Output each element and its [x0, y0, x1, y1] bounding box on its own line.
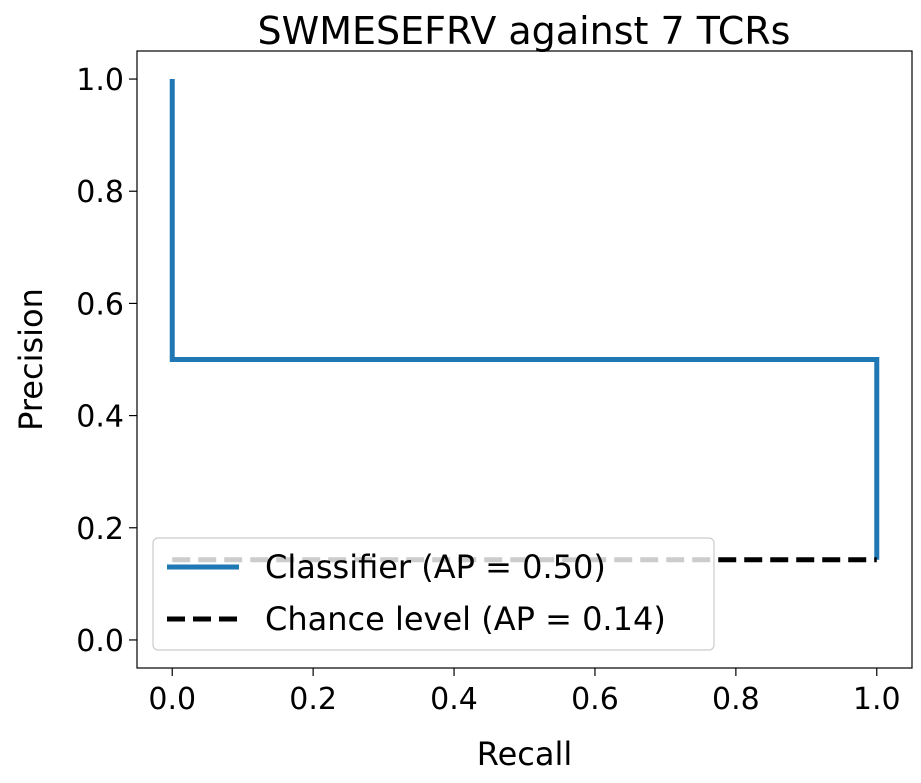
y-tick-label: 0.2: [76, 512, 124, 547]
y-axis-label: Precision: [12, 288, 50, 431]
y-tick-label: 0.4: [76, 400, 124, 435]
axes-frame: [136, 50, 913, 669]
classifier-series-line: [169, 79, 880, 560]
x-tick-label: 1.0: [853, 682, 901, 717]
legend-box: [152, 537, 715, 651]
y-tick-label: 1.0: [76, 63, 124, 98]
x-axis: 0.0 0.2 0.4 0.6 0.8 1.0: [148, 668, 901, 717]
x-tick-label: 0.0: [148, 682, 196, 717]
x-tick-label: 0.4: [430, 682, 478, 717]
x-tick-label: 0.6: [571, 682, 619, 717]
legend: Classifier (AP = 0.50) Chance level (AP =…: [152, 537, 715, 651]
x-tick-label: 0.2: [289, 682, 337, 717]
legend-label: Chance level (AP = 0.14): [265, 600, 666, 638]
legend-label: Classifier (AP = 0.50): [265, 548, 606, 586]
y-tick-label: 0.8: [76, 175, 124, 210]
plot-area: [169, 79, 880, 563]
chart-title: SWMESEFRV against 7 TCRs: [258, 9, 791, 53]
x-axis-label: Recall: [477, 735, 572, 773]
y-tick-label: 0.6: [76, 287, 124, 322]
y-axis: 0.0 0.2 0.4 0.6 0.8 1.0: [76, 63, 137, 659]
x-tick-label: 0.8: [712, 682, 760, 717]
y-tick-label: 0.0: [76, 624, 124, 659]
